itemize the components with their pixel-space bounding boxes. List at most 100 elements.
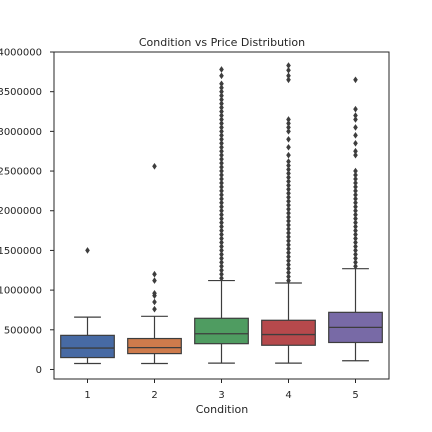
outlier-point xyxy=(219,274,224,282)
outlier-point xyxy=(219,147,224,155)
outlier-point xyxy=(286,116,291,123)
outlier-point xyxy=(353,243,358,250)
outlier-point xyxy=(219,139,224,147)
chart-title: Condition vs Price Distribution xyxy=(139,36,305,49)
outlier-point xyxy=(286,261,291,269)
outlier-point xyxy=(286,186,291,193)
box-group-condition-5 xyxy=(328,76,383,362)
outlier-point xyxy=(219,211,224,219)
box-iqr xyxy=(261,319,316,346)
outlier-point xyxy=(219,266,224,274)
outlier-point xyxy=(219,143,224,151)
outlier-point xyxy=(286,225,291,233)
outlier-point xyxy=(219,167,224,175)
outlier-point xyxy=(353,191,358,199)
outlier-point xyxy=(219,207,224,215)
box-group-condition-2 xyxy=(127,162,182,365)
outlier-point xyxy=(219,116,224,123)
outlier-point xyxy=(286,205,291,213)
outlier-point xyxy=(152,270,157,278)
outlier-point xyxy=(353,187,358,195)
outlier-point xyxy=(219,231,224,238)
box-iqr xyxy=(127,337,182,355)
y-tick-label: 1500000 xyxy=(0,246,42,257)
outlier-point xyxy=(286,277,291,284)
outlier-point xyxy=(219,255,224,262)
outlier-point xyxy=(353,105,358,113)
outlier-point xyxy=(286,128,291,135)
outlier-point xyxy=(219,227,224,234)
outlier-point xyxy=(219,124,224,131)
y-axis: 0 500000 1000000 1500000 2000000 2500000 30000… xyxy=(0,48,54,376)
outlier-point xyxy=(286,221,291,229)
outlier-point xyxy=(353,247,358,254)
x-tick-label: 2 xyxy=(151,390,157,401)
outlier-point xyxy=(286,257,291,265)
x-tick-label: 1 xyxy=(84,390,90,401)
outlier-point xyxy=(286,182,291,189)
outlier-point xyxy=(286,269,291,276)
outlier-point xyxy=(219,191,224,199)
outlier-point xyxy=(353,132,358,139)
outlier-point xyxy=(219,195,224,203)
outlier-point xyxy=(219,88,224,95)
outlier-point xyxy=(286,193,291,201)
y-tick-label: 3500000 xyxy=(0,87,42,98)
x-axis-label: Condition xyxy=(196,403,249,416)
x-axis: 1 2 3 4 5 xyxy=(84,379,359,401)
outlier-point xyxy=(219,104,224,111)
outlier-point xyxy=(353,167,358,175)
outlier-point xyxy=(286,170,291,177)
x-tick-label: 4 xyxy=(285,390,291,401)
outlier-point xyxy=(353,116,358,123)
y-tick-label: 1000000 xyxy=(0,286,42,297)
outlier-point xyxy=(219,92,224,99)
outlier-point xyxy=(219,262,224,270)
outlier-point xyxy=(219,108,224,115)
outlier-point xyxy=(219,175,224,183)
outlier-point xyxy=(286,265,291,272)
box-group-condition-1 xyxy=(60,247,115,365)
outlier-point xyxy=(219,128,224,135)
outlier-point xyxy=(286,62,291,69)
outlier-point xyxy=(85,247,90,254)
outlier-point xyxy=(353,223,358,230)
outlier-point xyxy=(286,237,291,245)
outlier-point xyxy=(286,143,291,151)
outlier-point xyxy=(219,155,224,163)
outlier-point xyxy=(152,305,157,313)
outlier-point xyxy=(152,277,157,284)
outlier-point xyxy=(286,189,291,197)
y-tick-label: 2500000 xyxy=(0,167,42,178)
outlier-point xyxy=(353,227,358,234)
box-iqr xyxy=(194,317,249,345)
box-group-condition-3 xyxy=(194,66,249,364)
outlier-point xyxy=(219,270,224,278)
outlier-point xyxy=(286,124,291,131)
outlier-point xyxy=(353,207,358,215)
x-tick-label: 3 xyxy=(218,390,224,401)
outlier-point xyxy=(286,245,291,253)
outlier-point xyxy=(286,249,291,257)
outlier-point xyxy=(353,251,358,258)
outlier-point xyxy=(219,247,224,254)
outlier-point xyxy=(219,80,224,88)
outlier-point xyxy=(353,183,358,191)
outlier-point xyxy=(219,112,224,119)
outlier-point xyxy=(353,215,358,222)
outlier-point xyxy=(353,139,358,147)
outlier-point xyxy=(219,179,224,187)
outlier-point xyxy=(286,174,291,181)
outlier-point xyxy=(219,151,224,159)
x-tick-label: 5 xyxy=(352,390,358,401)
outlier-point xyxy=(219,259,224,266)
outlier-point xyxy=(219,171,224,179)
y-tick-label: 0 xyxy=(36,365,42,376)
outlier-point xyxy=(219,219,224,226)
outlier-point xyxy=(286,178,291,185)
outlier-point xyxy=(219,223,224,230)
outlier-point xyxy=(219,159,224,167)
outlier-point xyxy=(286,233,291,241)
outlier-point xyxy=(286,76,291,84)
